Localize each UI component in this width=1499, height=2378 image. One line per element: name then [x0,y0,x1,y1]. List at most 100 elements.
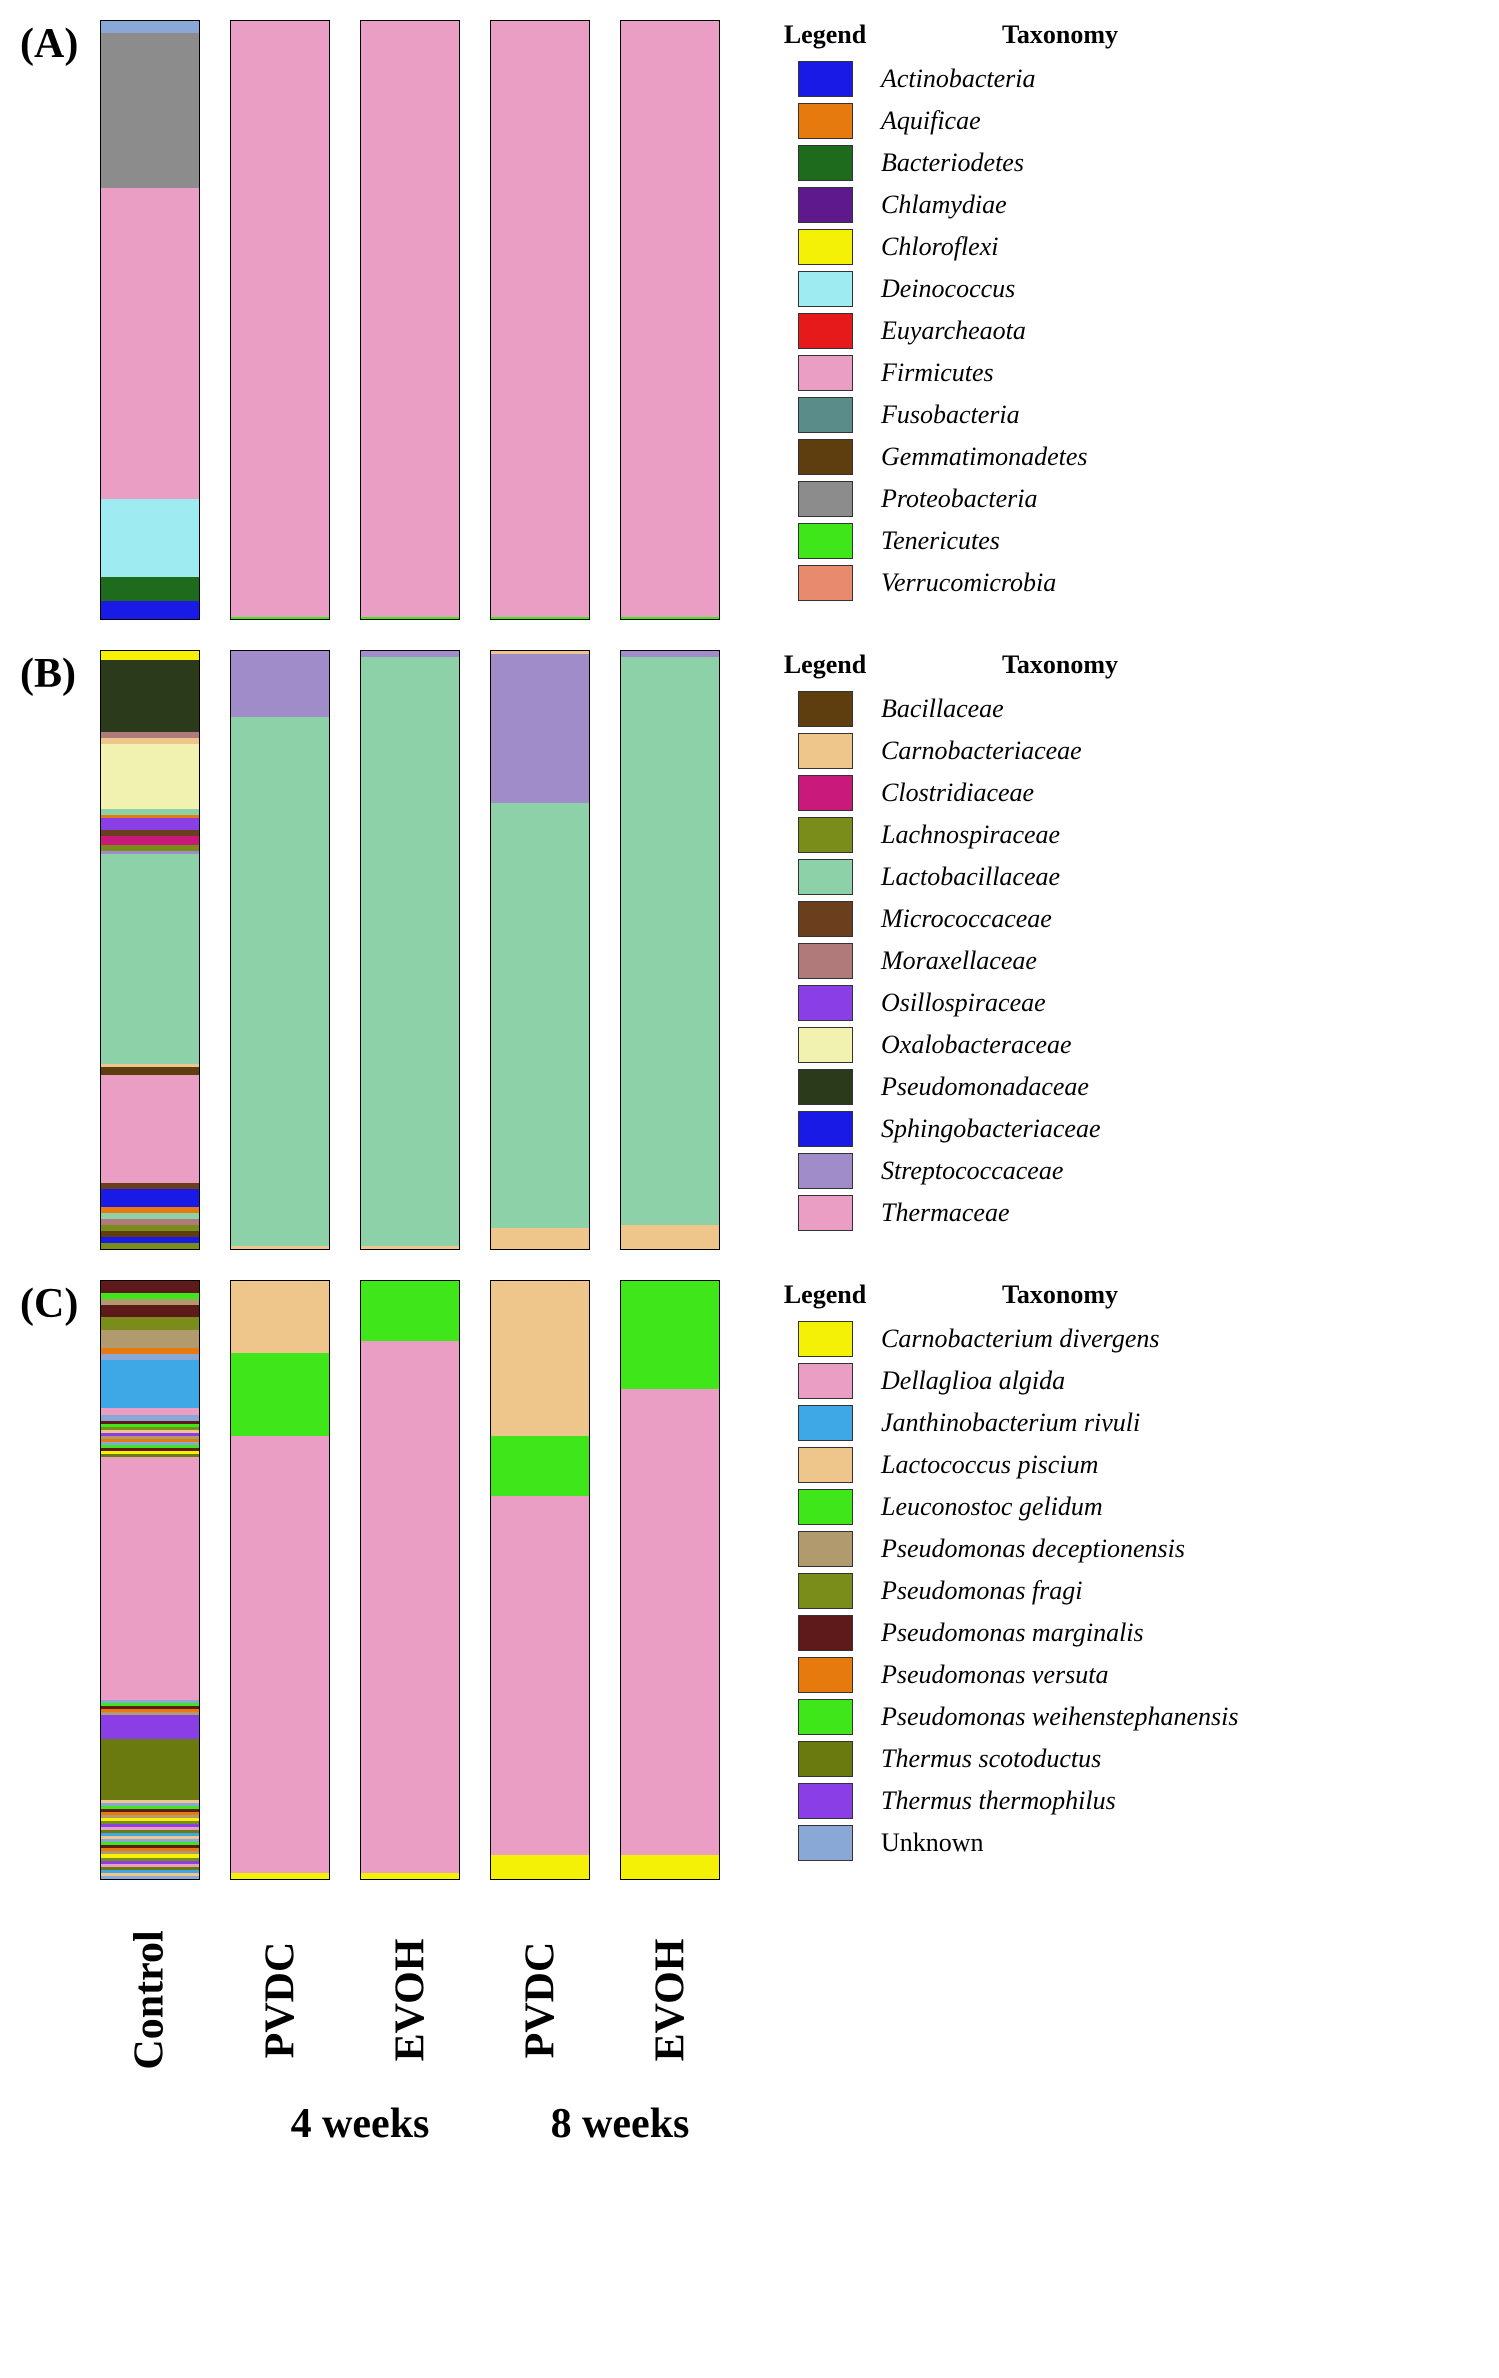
legend-item: Bacillaceae [770,688,1240,730]
bar-segment [621,21,719,617]
legend-region: LegendTaxonomyActinobacteriaAquificaeBac… [770,20,1240,604]
legend-item: Thermaceae [770,1192,1240,1234]
legend-swatch [798,1615,853,1651]
legend-item: Janthinobacterium rivuli [770,1402,1240,1444]
legend-label: Lachnospiraceae [881,820,1060,850]
legend-label: Carnobacteriaceae [881,736,1082,766]
legend-item: Dellaglioa algida [770,1360,1240,1402]
legend-label: Pseudomonadaceae [881,1072,1089,1102]
legend-swatch [798,1153,853,1189]
x-axis-labels-row: ControlPVDCEVOHPVDCEVOH [100,1910,1479,2090]
legend-item: Chlamydiae [770,184,1240,226]
bar-segment [621,1281,719,1389]
x-label-cell: Control [100,1910,200,2090]
legend-headers: LegendTaxonomy [770,650,1240,680]
bar-segment [491,617,589,619]
bar-segment [101,836,199,845]
legend-swatch [798,943,853,979]
panel-label: (C) [20,1280,100,1328]
legend-label: Pseudomonas fragi [881,1576,1083,1606]
bar-stack [360,20,460,620]
x-group-label: 8 weeks [490,2100,750,2148]
bar-segment [231,21,329,617]
bar-segment [101,577,199,601]
bar-segment [101,499,199,577]
legend-swatch [798,1741,853,1777]
legend-swatch [798,397,853,433]
legend-item: Carnobacterium divergens [770,1318,1240,1360]
bar-segment [101,660,199,732]
x-axis-groups-row: 4 weeks8 weeks [100,2100,1479,2148]
bar-column-pvdc4 [230,650,330,1250]
legend-swatch [798,1111,853,1147]
x-group-label: 4 weeks [230,2100,490,2148]
bar-stack [230,20,330,620]
legend-label: Moraxellaceae [881,946,1037,976]
legend-swatch [798,733,853,769]
legend-label: Bacteriodetes [881,148,1024,178]
legend-item: Clostridiaceae [770,772,1240,814]
legend-label: Deinococcus [881,274,1015,304]
bar-column-pvdc8 [490,650,590,1250]
bar-segment [101,1360,199,1409]
legend-item: Pseudomonas versuta [770,1654,1240,1696]
bar-segment [621,1225,719,1249]
legend-label: Dellaglioa algida [881,1366,1065,1396]
legend-item: Micrococcaceae [770,898,1240,940]
legend-swatch [798,691,853,727]
bar-stack [230,1280,330,1880]
bar-segment [101,33,199,188]
legend-item: Proteobacteria [770,478,1240,520]
legend-item: Fusobacteria [770,394,1240,436]
bar-column-evoh4 [360,650,460,1250]
legend-swatch [798,1447,853,1483]
bar-stack [490,650,590,1250]
legend-swatch [798,61,853,97]
legend-label: Fusobacteria [881,400,1020,430]
legend-label: Thermus thermophilus [881,1786,1116,1816]
legend-item: Pseudomonas deceptionensis [770,1528,1240,1570]
legend-label: Unknown [881,1828,984,1858]
bar-segment [361,1873,459,1879]
bar-segment [361,1341,459,1873]
legend-label: Firmicutes [881,358,994,388]
legend-header-taxonomy: Taxonomy [880,1280,1240,1310]
legend-item: Lachnospiraceae [770,814,1240,856]
bar-segment [361,617,459,619]
legend-label: Lactobacillaceae [881,862,1060,892]
legend-item: Firmicutes [770,352,1240,394]
bar-segment [101,854,199,1063]
bar-column-pvdc4 [230,1280,330,1880]
legend-item: Oxalobacteraceae [770,1024,1240,1066]
bar-segment [101,1305,199,1317]
legend-item: Lactococcus piscium [770,1444,1240,1486]
legend-item: Chloroflexi [770,226,1240,268]
legend-header-taxonomy: Taxonomy [880,20,1240,50]
legend-label: Sphingobacteriaceae [881,1114,1101,1144]
legend-item: Actinobacteria [770,58,1240,100]
bar-stack [230,650,330,1250]
legend-swatch [798,1699,853,1735]
legend-item: Deinococcus [770,268,1240,310]
legend-swatch [798,1405,853,1441]
bar-segment [231,717,329,1246]
legend-item: Moraxellaceae [770,940,1240,982]
legend-label: Thermus scotoductus [881,1744,1101,1774]
panel-C: (C) LegendTaxonomy Carnobacterium divergen… [20,1280,1479,1880]
bar-segment [231,1246,329,1249]
bar-segment [621,1855,719,1879]
legend-label: Chloroflexi [881,232,998,262]
legend-swatch [798,313,853,349]
bar-stack [490,1280,590,1880]
legend-item: Thermus scotoductus [770,1738,1240,1780]
legend-item: Pseudomonas marginalis [770,1612,1240,1654]
bar-column-pvdc8 [490,20,590,620]
legend-item: Unknown [770,1822,1240,1864]
legend-label: Pseudomonas marginalis [881,1618,1144,1648]
bar-stack [620,1280,720,1880]
legend-headers: LegendTaxonomy [770,1280,1240,1310]
legend-swatch [798,187,853,223]
x-label-cell: PVDC [490,1910,590,2090]
legend-label: Proteobacteria [881,484,1037,514]
legend-item: Euyarcheaota [770,310,1240,352]
